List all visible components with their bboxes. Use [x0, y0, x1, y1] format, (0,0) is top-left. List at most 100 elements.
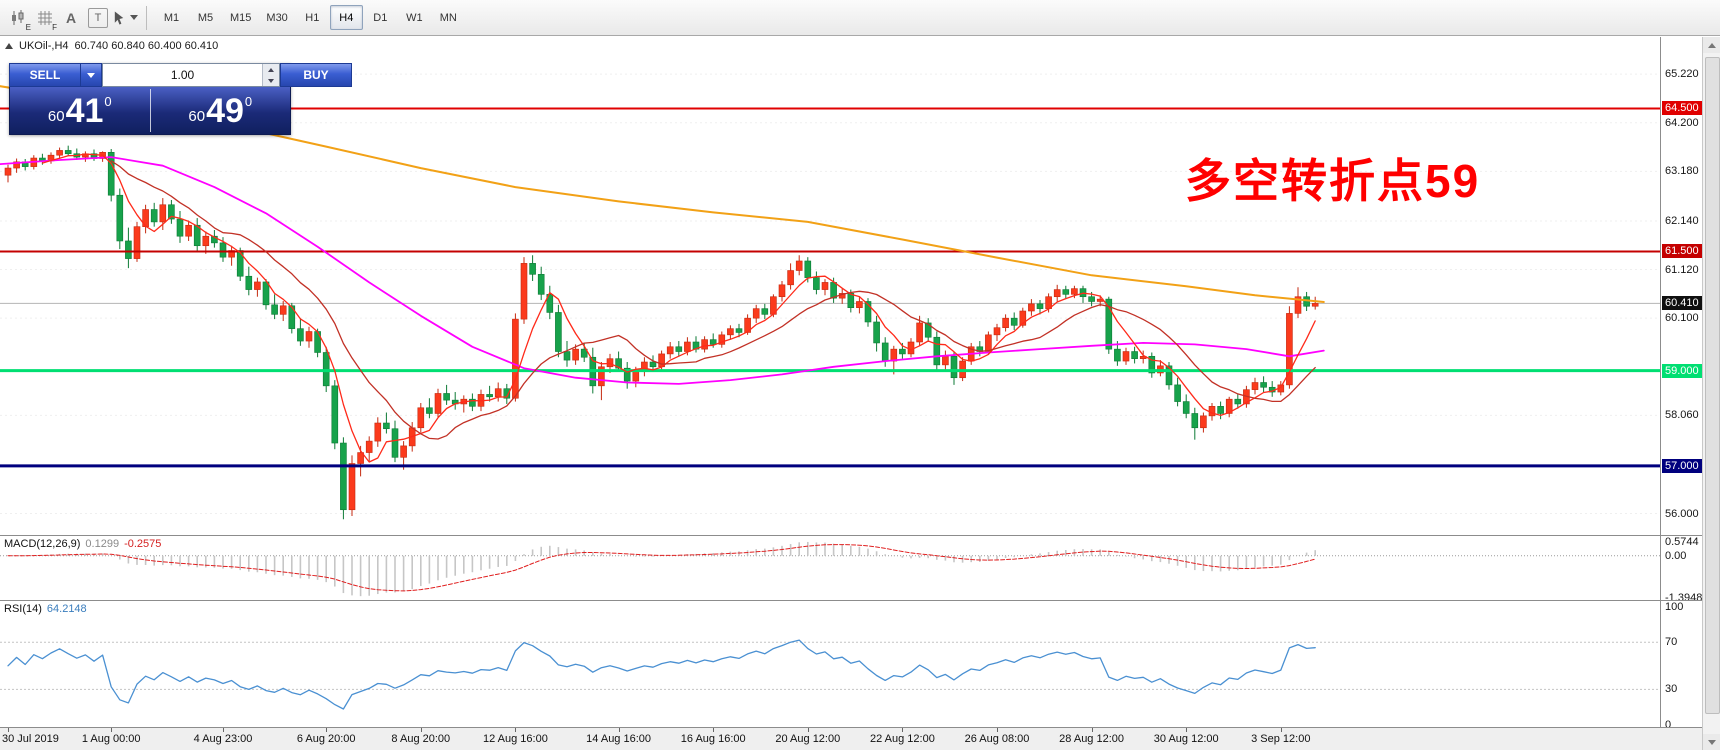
candle-body — [1062, 289, 1070, 295]
pane-separator[interactable] — [0, 600, 1702, 601]
timeframe-H1[interactable]: H1 — [296, 5, 329, 30]
candle-body — [821, 282, 829, 290]
timeframe-D1[interactable]: D1 — [364, 5, 397, 30]
candle-body — [804, 260, 812, 278]
macd-pane[interactable]: MACD(12,26,9) 0.1299 -0.2575 — [0, 536, 1660, 600]
buy-button[interactable]: BUY — [280, 63, 352, 87]
timeframe-MN[interactable]: MN — [432, 5, 465, 30]
candle-body — [1182, 401, 1190, 414]
time-label: 1 Aug 00:00 — [81, 733, 141, 745]
price-tag: 60.410 — [1662, 296, 1703, 311]
macd-signal-line[interactable] — [7, 544, 1316, 592]
candle-body — [752, 308, 760, 319]
pane-separator[interactable] — [0, 727, 1702, 728]
candle-body — [365, 440, 373, 453]
timeframe-M1[interactable]: M1 — [155, 5, 188, 30]
candle-body — [211, 235, 218, 244]
candle-body — [254, 281, 261, 290]
sell-price[interactable]: 60 41 0 — [10, 87, 150, 134]
candle-body — [1002, 317, 1009, 328]
time-tick — [8, 728, 9, 732]
rsi-line[interactable] — [7, 639, 1316, 710]
scrollbar-thumb[interactable] — [1705, 57, 1720, 714]
candlestick-chart[interactable] — [0, 37, 1660, 535]
time-label: 30 Jul 2019 — [2, 733, 59, 745]
macd-plot[interactable] — [0, 536, 1660, 600]
rsi-plot[interactable] — [0, 601, 1660, 727]
time-tick — [1280, 728, 1282, 732]
candle-body — [873, 321, 880, 344]
macd-axis[interactable]: 0.5744 0.00 -1.3948 — [1660, 535, 1703, 606]
candle-body — [374, 422, 382, 442]
timeframe-M15[interactable]: M15 — [223, 5, 258, 30]
candle-body — [1234, 398, 1242, 405]
candle-body — [116, 194, 124, 242]
candle-body — [13, 161, 20, 169]
collapse-triangle-icon[interactable] — [5, 43, 13, 49]
candle-body — [709, 339, 717, 345]
timeframe-W1[interactable]: W1 — [398, 5, 431, 30]
volume-dropdown-button[interactable] — [81, 63, 102, 87]
candle-body — [727, 328, 734, 336]
volume-input[interactable] — [103, 64, 262, 86]
ma-fast-red[interactable] — [41, 153, 1316, 463]
text-tool-icon[interactable]: A — [65, 9, 77, 26]
candle-body — [933, 336, 941, 366]
macd-label: MACD(12,26,9) 0.1299 -0.2575 — [4, 538, 161, 550]
candlestick-chart-icon[interactable]: E — [6, 5, 32, 32]
grid-icon[interactable]: F — [32, 5, 58, 32]
candle-body — [219, 242, 227, 258]
scroll-down-button[interactable] — [1703, 734, 1720, 750]
sell-button[interactable]: SELL — [9, 63, 81, 87]
candle-body — [443, 393, 450, 401]
candle-body — [847, 293, 855, 308]
candle-body — [778, 284, 786, 298]
candle-body — [202, 235, 210, 247]
candle-body — [881, 342, 889, 362]
timeframe-H4[interactable]: H4 — [329, 5, 363, 30]
candle-body — [469, 398, 476, 407]
axis-label: 64.200 — [1662, 115, 1703, 130]
candle-body — [383, 422, 390, 430]
vertical-scrollbar[interactable] — [1702, 37, 1720, 750]
cursor-tool-icon[interactable] — [112, 5, 138, 31]
rsi-label: RSI(14) 64.2148 — [4, 603, 87, 615]
candle-body — [907, 341, 915, 355]
pane-separator[interactable] — [0, 535, 1702, 536]
ma-mid-magenta[interactable] — [0, 156, 1325, 385]
candle-body — [1019, 310, 1027, 326]
main-chart-pane[interactable]: UKOil-,H4 60.740 60.840 60.400 60.410 SE… — [0, 37, 1660, 535]
candle-body — [434, 393, 442, 414]
candle-body — [615, 358, 622, 369]
rsi-axis[interactable]: 100 70 30 0 — [1660, 599, 1703, 732]
spinner-up-button[interactable] — [263, 64, 279, 75]
buy-price[interactable]: 60 49 0 — [151, 87, 291, 134]
chevron-down-icon — [130, 15, 138, 20]
timeframe-M5[interactable]: M5 — [189, 5, 222, 30]
sell-price-sup: 0 — [104, 94, 112, 109]
candle-body — [340, 442, 347, 511]
candle-body — [1286, 313, 1293, 386]
label-tool-icon[interactable]: T — [88, 7, 108, 28]
time-label: 3 Sep 12:00 — [1251, 733, 1311, 745]
price-tag: 59.000 — [1662, 363, 1703, 378]
spinner-down-button[interactable] — [263, 75, 279, 86]
candle-body — [245, 275, 253, 290]
time-axis[interactable]: 30 Jul 2019 1 Aug 00:00 4 Aug 23:00 6 Aug 2… — [0, 728, 1702, 750]
candle-body — [744, 317, 751, 333]
chart-header: UKOil-,H4 60.740 60.840 60.400 60.410 — [5, 40, 218, 52]
axis-label: 70 — [1662, 635, 1703, 650]
candle-body — [864, 301, 872, 323]
candle-body — [1088, 296, 1095, 302]
candle-body — [993, 327, 1001, 336]
candle-body — [1217, 406, 1224, 414]
candle-body — [64, 150, 72, 155]
rsi-pane[interactable]: RSI(14) 64.2148 — [0, 601, 1660, 727]
price-axis[interactable]: 65.220 64.200 63.180 62.140 61.120 60.100 58.0… — [1660, 37, 1703, 535]
icon-sub-label: F — [52, 22, 57, 32]
scroll-up-button[interactable] — [1703, 37, 1720, 53]
timeframe-M30[interactable]: M30 — [259, 5, 294, 30]
candle-body — [1311, 303, 1319, 307]
candle-body — [331, 385, 339, 444]
ma-fast2-red[interactable] — [110, 160, 1316, 440]
